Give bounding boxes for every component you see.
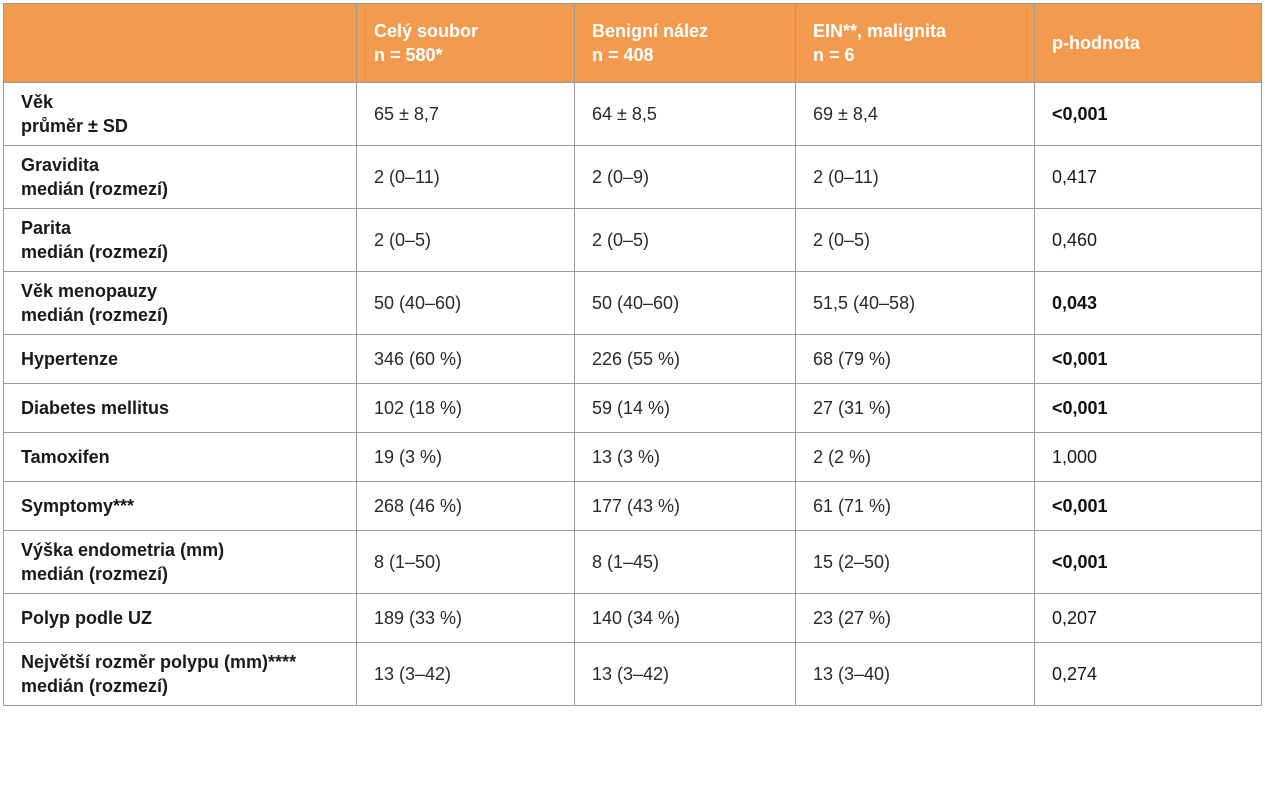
header-line: EIN**, malignita bbox=[813, 21, 947, 41]
header-line: Celý soubor bbox=[374, 21, 479, 41]
row-label-line: průměr ± SD bbox=[21, 116, 128, 136]
row-label-line: Tamoxifen bbox=[21, 447, 110, 467]
header-line: Benigní nález bbox=[592, 21, 709, 41]
p-value-cell: 1,000 bbox=[1034, 432, 1262, 482]
row-label-cell: Věk průměr ± SD bbox=[3, 82, 357, 146]
row-label-line: Diabetes mellitus bbox=[21, 398, 170, 418]
row-label-line: medián (rozmezí) bbox=[21, 242, 169, 262]
ein-malignancy-value-cell: 2 (0–5) bbox=[795, 208, 1035, 272]
p-value-cell: 0,043 bbox=[1034, 271, 1262, 335]
row-label-cell: Největší rozměr polypu (mm)**** medián (r… bbox=[3, 642, 357, 706]
whole-set-value-cell: 65 ± 8,7 bbox=[356, 82, 575, 146]
row-label-line: Největší rozměr polypu (mm)**** bbox=[21, 652, 297, 672]
header-line: n = 580* bbox=[374, 45, 443, 65]
whole-set-value-cell: 19 (3 %) bbox=[356, 432, 575, 482]
row-label-line: Věk bbox=[21, 92, 54, 112]
row-label-cell: Polyp podle UZ bbox=[3, 593, 357, 643]
ein-malignancy-value-cell: 61 (71 %) bbox=[795, 481, 1035, 531]
benign-value-cell: 226 (55 %) bbox=[574, 334, 796, 384]
row-label-cell: Hypertenze bbox=[3, 334, 357, 384]
table-row: Diabetes mellitus 102 (18 %) 59 (14 %) 27 (… bbox=[3, 383, 1262, 433]
ein-malignancy-value-cell: 13 (3–40) bbox=[795, 642, 1035, 706]
ein-malignancy-value-cell: 2 (2 %) bbox=[795, 432, 1035, 482]
whole-set-value-cell: 8 (1–50) bbox=[356, 530, 575, 594]
ein-malignancy-value-cell: 69 ± 8,4 bbox=[795, 82, 1035, 146]
row-label-line: Výška endometria (mm) bbox=[21, 540, 225, 560]
table-row: Věk průměr ± SD 65 ± 8,7 64 ± 8,5 69 ± 8,4 <0… bbox=[3, 82, 1262, 146]
table-row: Hypertenze 346 (60 %) 226 (55 %) 68 (79 %) <… bbox=[3, 334, 1262, 384]
header-cell-p-value: p-hodnota bbox=[1034, 3, 1262, 83]
p-value-cell: 0,417 bbox=[1034, 145, 1262, 209]
table-row: Gravidita medián (rozmezí) 2 (0–11) 2 (0–9)… bbox=[3, 145, 1262, 209]
row-label-line: Polyp podle UZ bbox=[21, 608, 153, 628]
whole-set-value-cell: 102 (18 %) bbox=[356, 383, 575, 433]
p-value-cell: <0,001 bbox=[1034, 82, 1262, 146]
p-value-cell: 0,207 bbox=[1034, 593, 1262, 643]
header-cell-whole-set: Celý soubor n = 580* bbox=[356, 3, 575, 83]
table-row: Parita medián (rozmezí) 2 (0–5) 2 (0–5) 2 (0… bbox=[3, 208, 1262, 272]
benign-value-cell: 50 (40–60) bbox=[574, 271, 796, 335]
table-row: Polyp podle UZ 189 (33 %) 140 (34 %) 23 (27… bbox=[3, 593, 1262, 643]
row-label-cell: Symptomy*** bbox=[3, 481, 357, 531]
benign-value-cell: 13 (3 %) bbox=[574, 432, 796, 482]
row-label-line: Gravidita bbox=[21, 155, 100, 175]
header-cell-empty bbox=[3, 3, 357, 83]
row-label-cell: Parita medián (rozmezí) bbox=[3, 208, 357, 272]
benign-value-cell: 140 (34 %) bbox=[574, 593, 796, 643]
table-row: Věk menopauzy medián (rozmezí) 50 (40–60) 5… bbox=[3, 271, 1262, 335]
header-line: n = 6 bbox=[813, 45, 855, 65]
row-label-cell: Gravidita medián (rozmezí) bbox=[3, 145, 357, 209]
row-label-cell: Diabetes mellitus bbox=[3, 383, 357, 433]
table-row: Výška endometria (mm) medián (rozmezí) 8 (… bbox=[3, 530, 1262, 594]
table-row: Symptomy*** 268 (46 %) 177 (43 %) 61 (71 %)… bbox=[3, 481, 1262, 531]
row-label-line: medián (rozmezí) bbox=[21, 305, 169, 325]
ein-malignancy-value-cell: 51,5 (40–58) bbox=[795, 271, 1035, 335]
whole-set-value-cell: 50 (40–60) bbox=[356, 271, 575, 335]
header-row: Celý soubor n = 580* Benigní nález n = 4… bbox=[3, 3, 1262, 83]
row-label-line: medián (rozmezí) bbox=[21, 564, 169, 584]
header-line: p-hodnota bbox=[1052, 33, 1140, 53]
ein-malignancy-value-cell: 2 (0–11) bbox=[795, 145, 1035, 209]
row-label-cell: Tamoxifen bbox=[3, 432, 357, 482]
header-cell-ein-malignancy: EIN**, malignita n = 6 bbox=[795, 3, 1035, 83]
whole-set-value-cell: 268 (46 %) bbox=[356, 481, 575, 531]
header-cell-benign: Benigní nález n = 408 bbox=[574, 3, 796, 83]
whole-set-value-cell: 346 (60 %) bbox=[356, 334, 575, 384]
whole-set-value-cell: 13 (3–42) bbox=[356, 642, 575, 706]
ein-malignancy-value-cell: 68 (79 %) bbox=[795, 334, 1035, 384]
p-value-cell: <0,001 bbox=[1034, 383, 1262, 433]
p-value-cell: <0,001 bbox=[1034, 334, 1262, 384]
row-label-line: medián (rozmezí) bbox=[21, 179, 169, 199]
benign-value-cell: 8 (1–45) bbox=[574, 530, 796, 594]
row-label-line: Hypertenze bbox=[21, 349, 119, 369]
benign-value-cell: 13 (3–42) bbox=[574, 642, 796, 706]
row-label-line: Věk menopauzy bbox=[21, 281, 158, 301]
whole-set-value-cell: 189 (33 %) bbox=[356, 593, 575, 643]
ein-malignancy-value-cell: 27 (31 %) bbox=[795, 383, 1035, 433]
benign-value-cell: 2 (0–9) bbox=[574, 145, 796, 209]
p-value-cell: <0,001 bbox=[1034, 481, 1262, 531]
benign-value-cell: 64 ± 8,5 bbox=[574, 82, 796, 146]
benign-value-cell: 2 (0–5) bbox=[574, 208, 796, 272]
p-value-cell: <0,001 bbox=[1034, 530, 1262, 594]
whole-set-value-cell: 2 (0–5) bbox=[356, 208, 575, 272]
whole-set-value-cell: 2 (0–11) bbox=[356, 145, 575, 209]
table-row: Tamoxifen 19 (3 %) 13 (3 %) 2 (2 %) 1,000 bbox=[3, 432, 1262, 482]
benign-value-cell: 177 (43 %) bbox=[574, 481, 796, 531]
row-label-line: Parita bbox=[21, 218, 72, 238]
data-table: Celý soubor n = 580* Benigní nález n = 4… bbox=[3, 3, 1262, 706]
p-value-cell: 0,460 bbox=[1034, 208, 1262, 272]
row-label-cell: Věk menopauzy medián (rozmezí) bbox=[3, 271, 357, 335]
header-line: n = 408 bbox=[592, 45, 654, 65]
ein-malignancy-value-cell: 23 (27 %) bbox=[795, 593, 1035, 643]
row-label-line: Symptomy*** bbox=[21, 496, 135, 516]
p-value-cell: 0,274 bbox=[1034, 642, 1262, 706]
row-label-line: medián (rozmezí) bbox=[21, 676, 169, 696]
table-row: Největší rozměr polypu (mm)**** medián (r… bbox=[3, 642, 1262, 706]
row-label-cell: Výška endometria (mm) medián (rozmezí) bbox=[3, 530, 357, 594]
ein-malignancy-value-cell: 15 (2–50) bbox=[795, 530, 1035, 594]
benign-value-cell: 59 (14 %) bbox=[574, 383, 796, 433]
